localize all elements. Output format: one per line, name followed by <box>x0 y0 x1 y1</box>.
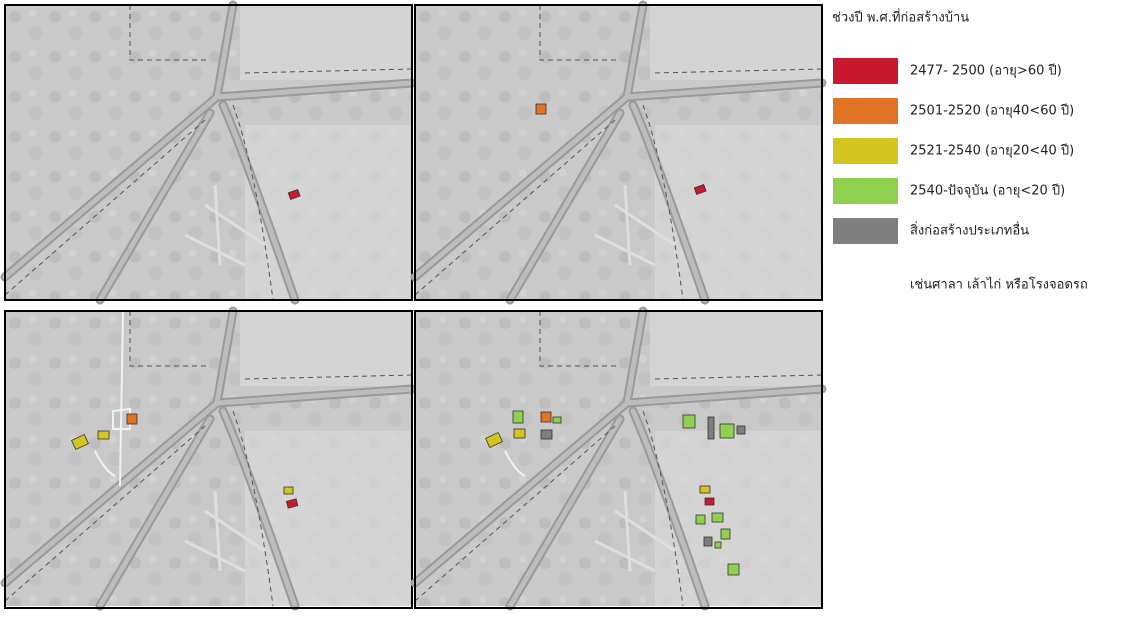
building <box>714 541 722 549</box>
building <box>540 429 553 440</box>
map-panel <box>415 311 822 608</box>
building <box>703 536 713 547</box>
building <box>736 425 746 435</box>
legend-swatch <box>833 98 898 124</box>
legend-label: 2501-2520 (อายุ40<60 ปี) <box>910 103 1074 119</box>
building <box>699 485 711 494</box>
building <box>535 103 547 115</box>
building <box>513 428 526 439</box>
legend-swatch <box>833 58 898 84</box>
building <box>285 498 299 509</box>
map-panel <box>5 5 412 300</box>
building <box>283 486 294 495</box>
legend-note: เช่นศาลา เล้าไก่ หรือโรงจอดรถ <box>910 277 1088 293</box>
legend-swatch <box>833 178 898 204</box>
building <box>707 416 715 440</box>
building <box>97 430 110 440</box>
building <box>719 423 735 439</box>
building <box>71 433 89 451</box>
legend-label: 2477- 2500 (อายุ>60 ปี) <box>910 63 1062 79</box>
building <box>485 431 503 449</box>
building <box>126 413 138 425</box>
legend-label: 2540-ปัจจุบัน (อายุ<20 ปี) <box>910 183 1065 199</box>
legend-title: ช่วงปี พ.ศ.ที่ก่อสร้างบ้าน <box>832 9 969 26</box>
building <box>287 188 301 200</box>
building <box>720 528 731 540</box>
building <box>727 563 740 576</box>
map-panel <box>5 311 412 608</box>
building <box>711 512 724 523</box>
legend: 2477- 2500 (อายุ>60 ปี) 2501-2520 (อายุ40… <box>833 58 1074 244</box>
building <box>682 414 696 429</box>
legend-label: สิ่งก่อสร้างประเภทอื่น <box>910 222 1029 239</box>
building <box>704 497 715 506</box>
building <box>552 416 562 424</box>
building <box>693 183 707 195</box>
map-panel <box>415 5 822 300</box>
building <box>695 514 706 525</box>
legend-swatch <box>833 218 898 244</box>
building <box>540 411 552 423</box>
legend-swatch <box>833 138 898 164</box>
building <box>512 410 524 424</box>
legend-label: 2521-2540 (อายุ20<40 ปี) <box>910 143 1074 159</box>
